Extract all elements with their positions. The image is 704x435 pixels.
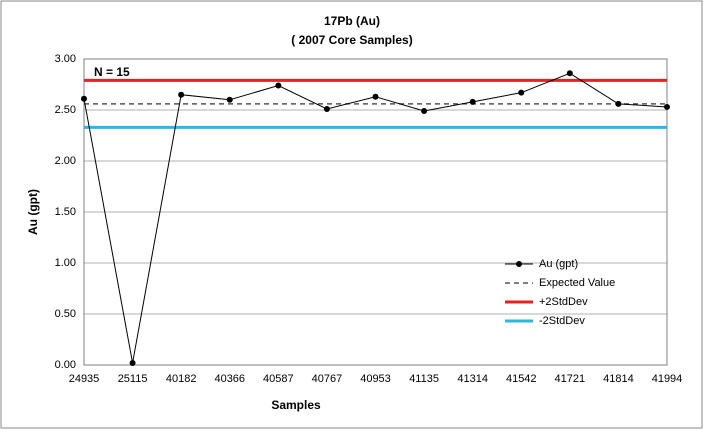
- x-tick-label: 40767: [312, 373, 343, 385]
- legend-marker: [516, 261, 522, 267]
- x-tick-label: 40182: [166, 373, 197, 385]
- x-tick-label: 41135: [409, 373, 439, 385]
- y-tick-label: 0.00: [55, 359, 76, 371]
- y-axis-label: Au (gpt): [26, 189, 40, 235]
- data-point: [518, 89, 525, 96]
- legend-label: +2StdDev: [539, 296, 588, 308]
- plot-area: [83, 58, 668, 366]
- x-tick-label: 41994: [652, 373, 683, 385]
- chart-subtitle: ( 2007 Core Samples): [291, 33, 412, 47]
- chart-title: 17Pb (Au): [324, 14, 380, 28]
- data-point: [469, 98, 476, 105]
- legend-label: -2StdDev: [539, 315, 585, 327]
- data-point: [129, 359, 136, 366]
- data-point: [664, 103, 670, 110]
- x-tick-label: 25115: [118, 373, 148, 385]
- x-tick-label: 24935: [69, 373, 100, 385]
- data-point: [81, 95, 87, 102]
- x-tick-label: 40587: [263, 373, 294, 385]
- data-point: [615, 100, 622, 107]
- y-tick-label: 3.00: [55, 53, 76, 65]
- x-axis-label: Samples: [271, 398, 321, 412]
- data-point: [275, 82, 282, 89]
- annotation: N = 15: [94, 65, 130, 79]
- y-tick-label: 1.00: [55, 257, 76, 269]
- x-tick-label: 40953: [360, 373, 391, 385]
- data-point: [226, 96, 233, 103]
- y-tick-label: 2.00: [55, 155, 76, 167]
- data-point: [178, 91, 185, 98]
- data-point: [372, 93, 379, 100]
- y-tick-label: 0.50: [55, 308, 76, 320]
- y-tick-label: 1.50: [55, 206, 76, 218]
- data-point: [566, 70, 573, 77]
- x-tick-label: 41721: [555, 373, 586, 385]
- y-tick-label: 2.50: [55, 104, 76, 116]
- x-tick-label: 40366: [214, 373, 245, 385]
- legend-label: Au (gpt): [539, 258, 578, 270]
- data-point: [323, 105, 330, 112]
- x-tick-label: 41814: [603, 373, 634, 385]
- data-point: [421, 108, 428, 115]
- x-tick-label: 41542: [506, 373, 537, 385]
- x-tick-label: 41314: [457, 373, 488, 385]
- legend-label: Expected Value: [539, 277, 615, 289]
